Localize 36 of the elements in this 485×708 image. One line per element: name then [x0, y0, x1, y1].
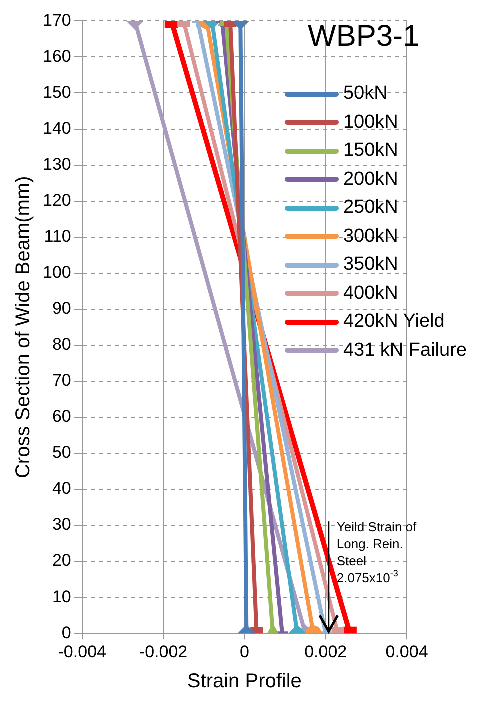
x-tick-label: 0.002 — [304, 642, 348, 662]
y-tick-label: 70 — [52, 371, 72, 390]
legend-label: 50kN — [343, 83, 388, 106]
legend-label: 431 kN Failure — [343, 340, 467, 362]
legend-label: 200kN — [343, 168, 398, 191]
y-tick-label: 90 — [52, 299, 72, 318]
y-tick-label: 10 — [52, 587, 72, 606]
y-tick-label: 80 — [52, 335, 72, 354]
y-tick-label: 0 — [62, 623, 72, 642]
y-tick-label: 160 — [42, 46, 72, 66]
y-tick-label: 30 — [52, 515, 72, 534]
y-tick-label: 60 — [52, 407, 72, 426]
y-tick-label: 50 — [52, 443, 72, 462]
y-tick-label: 130 — [42, 154, 72, 174]
y-axis-title: Cross Section of Wide Beam(mm) — [12, 176, 35, 479]
y-tick-label: 100 — [42, 263, 72, 282]
x-tick-label: 0.004 — [386, 642, 428, 662]
legend-label: 250kN — [343, 197, 398, 220]
x-axis-title: Strain Profile — [187, 670, 302, 693]
y-tick-label: 170 — [42, 10, 72, 30]
x-tick-label: 0 — [240, 642, 250, 662]
y-tick-label: 20 — [52, 551, 72, 570]
legend-label: 300kN — [343, 226, 398, 248]
y-tick-label: 140 — [42, 118, 72, 138]
y-tick-label: 40 — [52, 479, 72, 498]
y-tick-label: 120 — [42, 191, 72, 210]
x-tick-label: -0.002 — [139, 642, 188, 662]
legend-label: 150kN — [343, 140, 398, 162]
legend-label: 420kN Yield — [343, 311, 445, 334]
x-tick-label: -0.004 — [58, 642, 106, 662]
chart-title: WBP3-1 — [308, 20, 420, 54]
legend-label: 350kN — [343, 254, 398, 276]
y-tick-label: 110 — [44, 227, 72, 246]
y-tick-label: 150 — [42, 82, 72, 102]
legend-label: 100kN — [343, 112, 398, 134]
legend-label: 400kN — [343, 282, 398, 305]
